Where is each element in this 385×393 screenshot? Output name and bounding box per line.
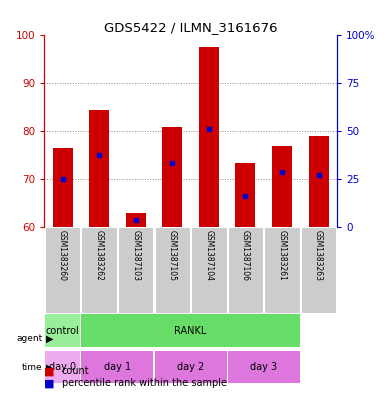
Bar — [154, 351, 227, 383]
Text: percentile rank within the sample: percentile rank within the sample — [62, 378, 227, 388]
Text: ▶: ▶ — [46, 362, 54, 373]
Bar — [199, 48, 219, 227]
Text: control: control — [46, 326, 79, 336]
Bar — [162, 127, 182, 227]
Bar — [118, 227, 154, 312]
Bar — [154, 227, 190, 312]
Bar — [228, 351, 300, 383]
Bar — [81, 227, 117, 312]
Text: time: time — [22, 363, 42, 372]
Text: ▶: ▶ — [46, 334, 54, 344]
Bar — [52, 148, 73, 227]
Bar — [45, 227, 80, 312]
Bar — [45, 351, 80, 383]
Text: day 3: day 3 — [250, 362, 277, 372]
Text: GSM1387104: GSM1387104 — [204, 230, 213, 281]
Text: ■: ■ — [44, 378, 55, 388]
Text: RANKL: RANKL — [174, 326, 207, 336]
Bar — [45, 314, 80, 347]
Text: GSM1383263: GSM1383263 — [314, 230, 323, 281]
Bar — [126, 213, 146, 227]
Text: GSM1383262: GSM1383262 — [95, 230, 104, 281]
Bar — [81, 314, 300, 347]
Bar — [264, 227, 300, 312]
Bar — [235, 163, 256, 227]
Text: GSM1383261: GSM1383261 — [278, 230, 286, 281]
Text: GSM1383260: GSM1383260 — [58, 230, 67, 281]
Text: GSM1387105: GSM1387105 — [168, 230, 177, 281]
Text: GSM1387106: GSM1387106 — [241, 230, 250, 281]
Bar — [191, 227, 227, 312]
Text: day 1: day 1 — [104, 362, 131, 372]
Title: GDS5422 / ILMN_3161676: GDS5422 / ILMN_3161676 — [104, 21, 277, 34]
Bar — [89, 110, 109, 227]
Text: ■: ■ — [44, 366, 55, 376]
Bar — [81, 351, 154, 383]
Text: day 0: day 0 — [49, 362, 76, 372]
Text: GSM1387103: GSM1387103 — [131, 230, 140, 281]
Text: agent: agent — [16, 334, 42, 343]
Text: count: count — [62, 366, 89, 376]
Bar — [228, 227, 263, 312]
Bar — [308, 136, 329, 227]
Bar — [272, 146, 292, 227]
Text: day 2: day 2 — [177, 362, 204, 372]
Bar — [301, 227, 336, 312]
